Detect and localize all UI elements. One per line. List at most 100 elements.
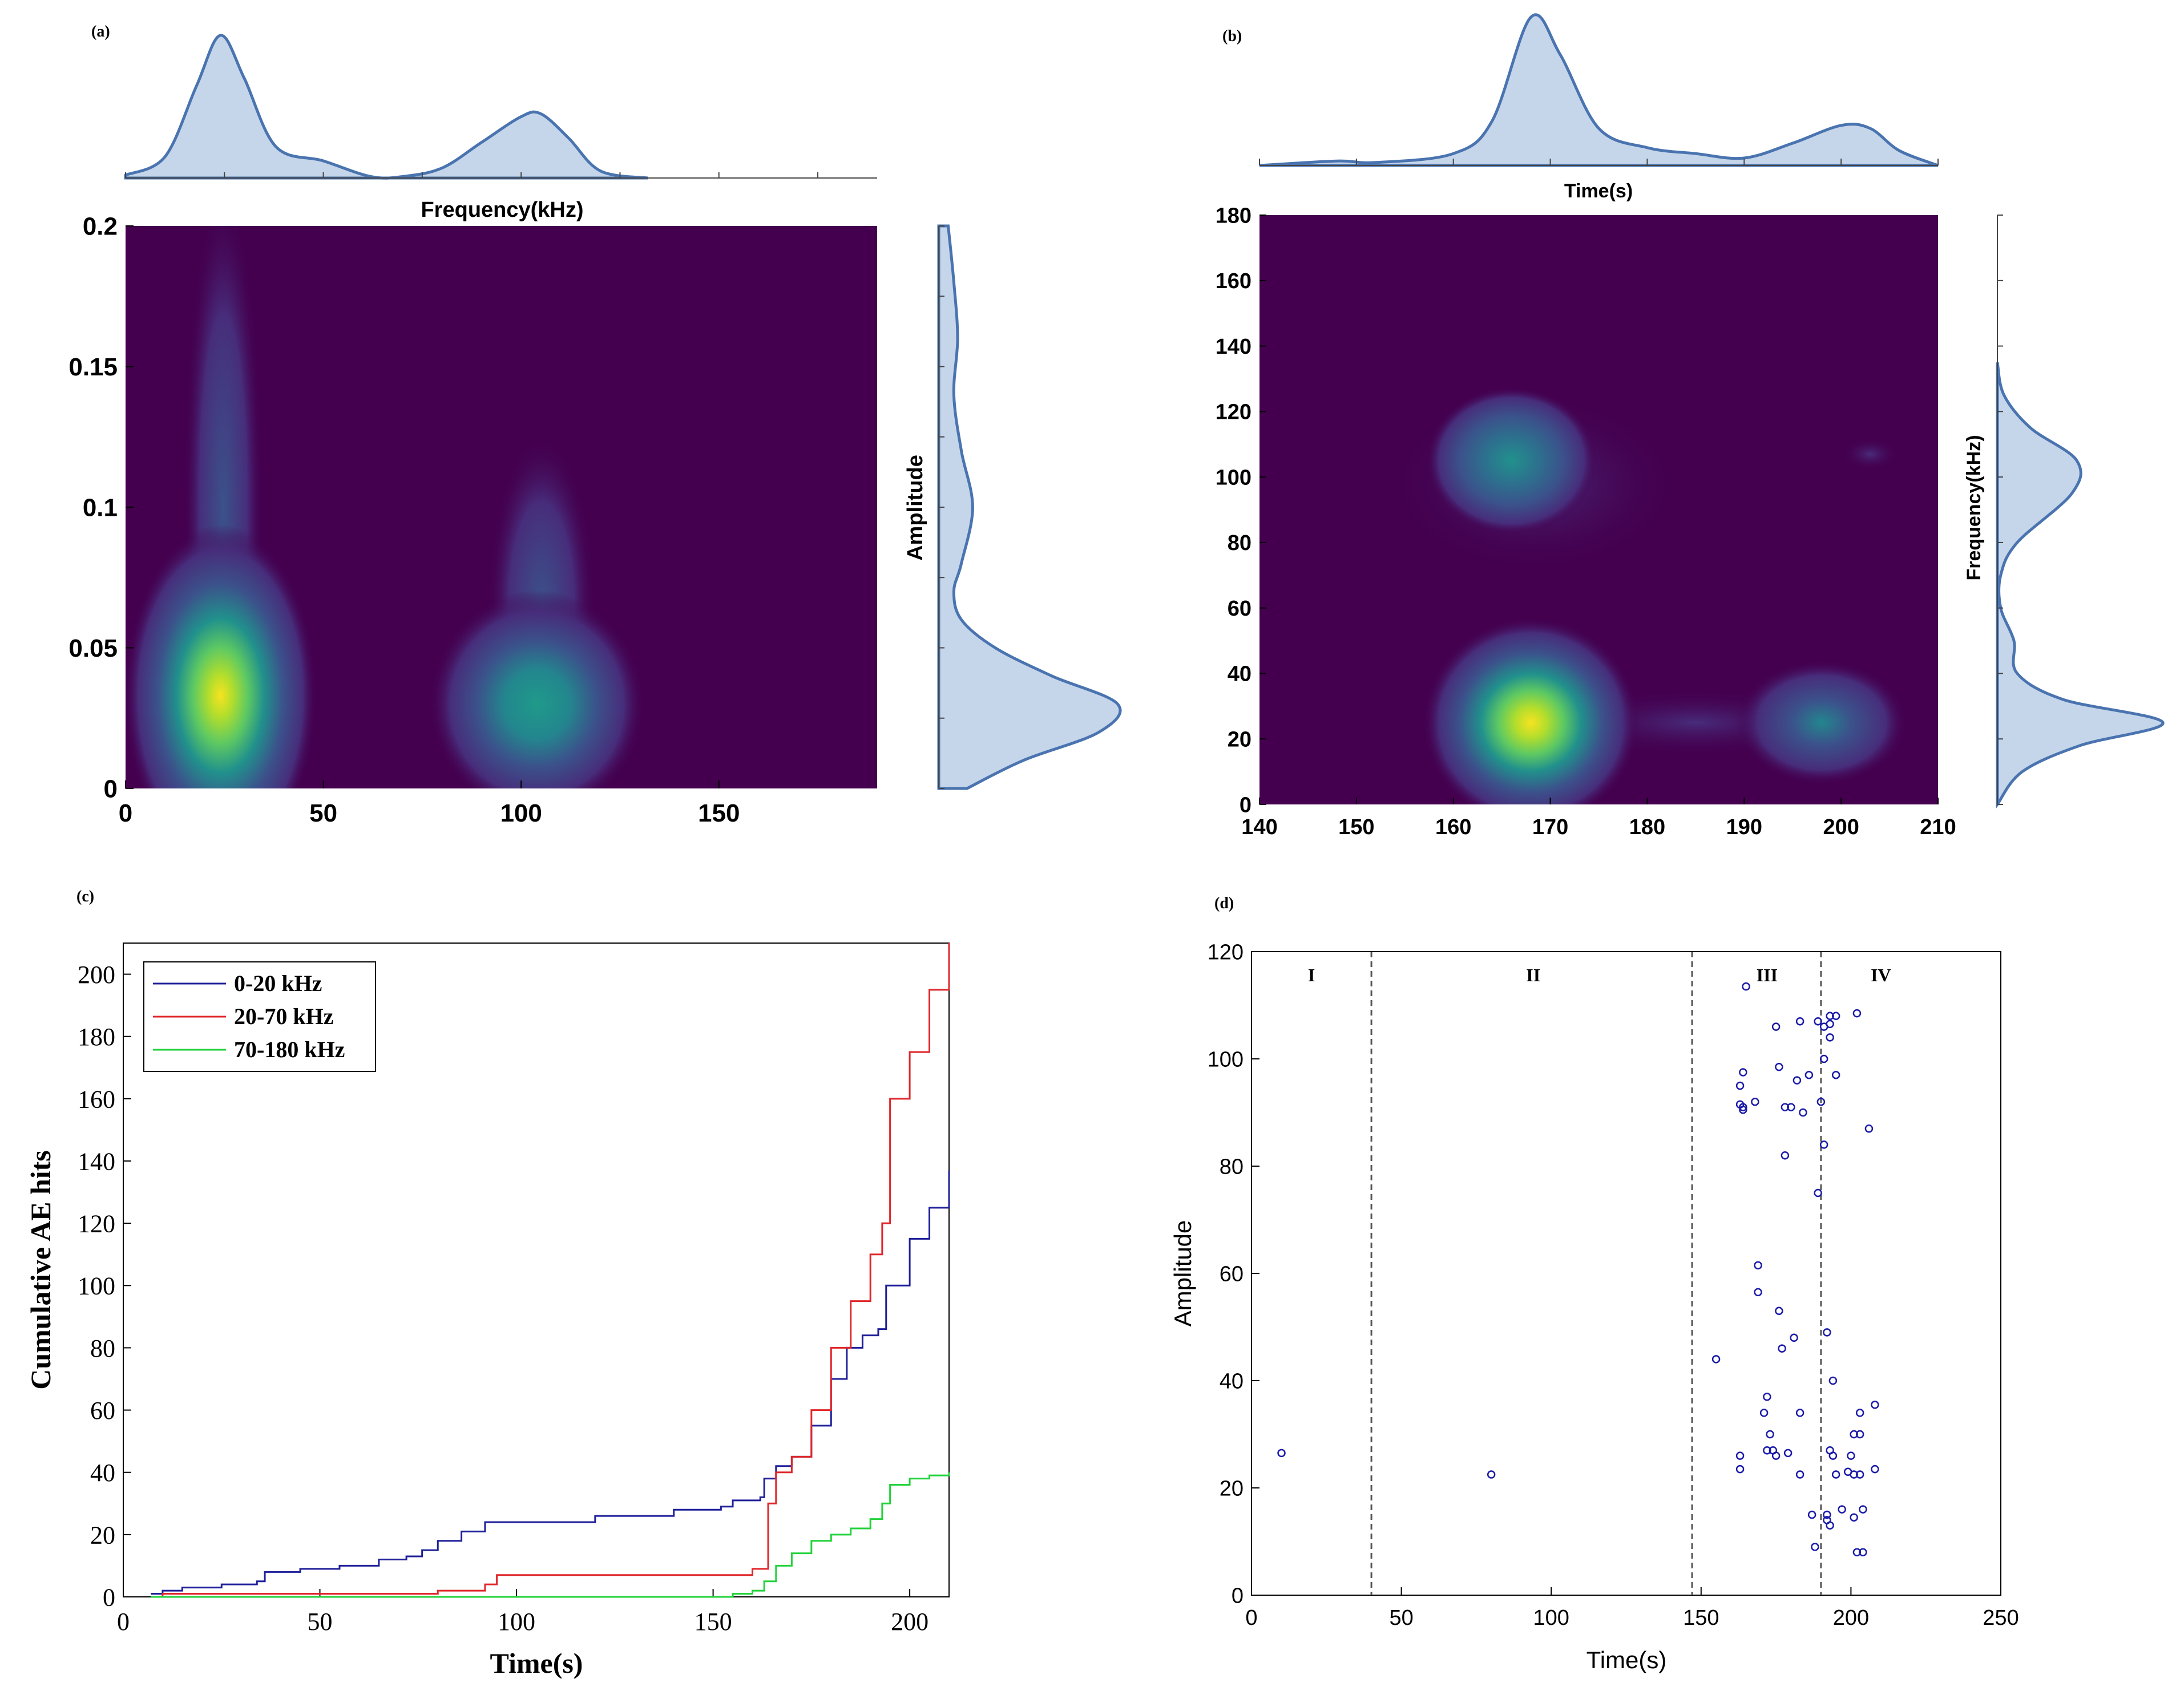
panel-c-x-axis-label: Time(s) xyxy=(490,1647,583,1679)
panel-d-x-tick-label: 200 xyxy=(1833,1606,1869,1630)
panel-d-x-axis-label: Time(s) xyxy=(1586,1647,1667,1673)
scatter-point xyxy=(1771,1022,1781,1031)
panel-c-y-tick-label: 200 xyxy=(78,961,115,989)
panel-a-label: (a) xyxy=(91,23,110,41)
panel-d: (d) I II III IV 0 50 100 150 200 250 02040608010… xyxy=(1169,895,2019,1673)
panel-a-x-tick-label: 100 xyxy=(500,799,542,827)
panel-c-y-tick-label: 40 xyxy=(90,1459,115,1487)
scatter-point xyxy=(1859,1548,1867,1557)
panel-c-x-tick-label: 100 xyxy=(498,1608,535,1636)
panel-a-y-tick-label: 0 xyxy=(104,775,118,803)
scatter-point xyxy=(1783,1449,1793,1458)
panel-a-marginal-y-density xyxy=(937,224,1122,790)
scatter-point xyxy=(1739,1103,1747,1111)
panel-c-x-tick-label: 150 xyxy=(695,1608,732,1636)
panel-b-y-tick-label: 140 xyxy=(1216,335,1252,359)
scatter-point xyxy=(1850,1430,1858,1439)
panel-c-y-tick-label: 140 xyxy=(78,1147,115,1175)
scatter-point xyxy=(1739,1068,1747,1077)
stage-label-ii: II xyxy=(1526,965,1540,985)
panel-d-y-tick-label: 80 xyxy=(1220,1155,1244,1179)
scatter-point xyxy=(1804,1070,1814,1079)
panel-c-y-axis-label: Cumulative AE hits xyxy=(25,1150,56,1390)
panel-b-y-tick-label: 80 xyxy=(1228,531,1252,555)
panel-a-y-axis-label: Amplitude xyxy=(903,455,927,561)
panel-c-y-tick-label: 160 xyxy=(78,1085,115,1113)
scatter-point xyxy=(1807,1510,1816,1519)
scatter-point xyxy=(1847,1451,1855,1460)
panel-b-x-tick-label: 180 xyxy=(1629,815,1665,839)
panel-d-y-tick-label: 120 xyxy=(1208,940,1244,964)
panel-c-y-tick-label: 100 xyxy=(78,1272,115,1300)
scatter-point xyxy=(1871,1401,1879,1409)
panel-b-y-tick-label: 120 xyxy=(1216,401,1252,424)
scatter-point xyxy=(1735,1451,1745,1460)
scatter-point xyxy=(1781,1103,1790,1111)
panel-c-x-tick-label: 0 xyxy=(117,1608,130,1636)
panel-b-y-tick-label: 0 xyxy=(1240,793,1252,817)
legend-label-70-180-khz: 70-180 kHz xyxy=(234,1037,345,1062)
series-line-0-20-khz xyxy=(151,1170,950,1595)
panel-a-heatmap: 0 50 100 150 0 0.05 0.1 0.15 0.2 Frequency(kHz) xyxy=(68,198,877,827)
scatter-point xyxy=(1855,1409,1864,1417)
panel-b: (b) Time(s) xyxy=(1216,13,2165,839)
panel-b-x-tick-label: 160 xyxy=(1435,815,1471,839)
panel-d-x-tick-label: 50 xyxy=(1389,1606,1413,1630)
scatter-point xyxy=(1852,1548,1862,1557)
panel-d-y-axis-label: Amplitude xyxy=(1169,1220,1196,1327)
panel-b-y-tick-label: 180 xyxy=(1216,204,1252,228)
panel-a-x-tick-label: 150 xyxy=(698,799,740,827)
panel-b-y-tick-label: 60 xyxy=(1228,597,1252,621)
panel-a-x-tick-label: 0 xyxy=(119,799,132,827)
scatter-point xyxy=(1742,982,1750,991)
scatter-point xyxy=(1787,1103,1795,1111)
scatter-point xyxy=(1826,1012,1834,1021)
panel-a-marginal-y: Amplitude xyxy=(903,224,1122,790)
panel-b-marginal-x: Time(s) xyxy=(1259,13,1939,202)
scatter-point xyxy=(1775,1062,1783,1071)
panel-a-density-peak-2 xyxy=(428,590,645,788)
panel-d-y-tick-label: 60 xyxy=(1220,1262,1244,1286)
panel-d-y-tick-label: 40 xyxy=(1220,1369,1244,1393)
scatter-point xyxy=(1859,1505,1867,1514)
scatter-point xyxy=(1864,1124,1874,1133)
scatter-point xyxy=(1814,1017,1822,1026)
panel-c-legend: 0-20 kHz 20-70 kHz 70-180 kHz xyxy=(143,961,376,1072)
scatter-point xyxy=(1795,1017,1804,1026)
panel-d-y-tick-label: 0 xyxy=(1232,1584,1244,1608)
scatter-point xyxy=(1763,1392,1771,1401)
panel-c-y-tick-label: 180 xyxy=(78,1023,115,1051)
scatter-point xyxy=(1795,1409,1804,1417)
stage-label-iv: IV xyxy=(1871,965,1891,985)
panel-c-x-tick-label: 200 xyxy=(891,1608,928,1636)
scatter-point xyxy=(1855,1470,1864,1479)
scatter-point xyxy=(1763,1446,1771,1455)
scatter-point xyxy=(1793,1076,1802,1085)
panel-b-density-minor xyxy=(1842,438,1899,470)
scatter-point xyxy=(1823,1328,1831,1337)
scatter-point xyxy=(1790,1333,1798,1342)
scatter-point xyxy=(1850,1513,1858,1522)
panel-d-label: (d) xyxy=(1214,895,1234,912)
scatter-point xyxy=(1819,1054,1828,1063)
panel-a-marginal-x-density xyxy=(124,34,648,180)
scatter-point xyxy=(1735,1465,1745,1474)
panel-b-density-peak-3 xyxy=(1736,660,1908,786)
scatter-point xyxy=(1781,1151,1790,1160)
series-line-20-70-khz xyxy=(151,943,950,1598)
panel-b-y-tick-label: 160 xyxy=(1216,269,1252,293)
panel-c-x-tick-label: 50 xyxy=(308,1608,333,1636)
panel-b-x-tick-label: 200 xyxy=(1823,815,1859,839)
panel-b-y-axis-label: Frequency(kHz) xyxy=(1963,435,1985,580)
panel-c-y-tick-label: 80 xyxy=(90,1334,115,1362)
scatter-point xyxy=(1795,1470,1804,1479)
panel-d-x-tick-label: 150 xyxy=(1683,1606,1719,1630)
scatter-point xyxy=(1759,1409,1769,1417)
panel-d-x-tick-label: 100 xyxy=(1533,1606,1569,1630)
scatter-point xyxy=(1871,1465,1879,1474)
panel-b-x-axis-label: Time(s) xyxy=(1564,180,1633,202)
panel-b-heatmap: 140 150 160 170 180 190 200 210 0 20 40 60 80 100 120… xyxy=(1216,204,1956,839)
panel-b-y-tick-label: 100 xyxy=(1216,466,1252,490)
scatter-point xyxy=(1828,1451,1838,1460)
